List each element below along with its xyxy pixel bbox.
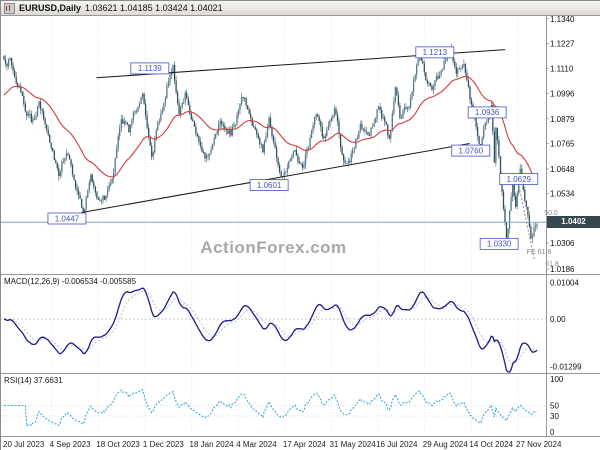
candles-down [3, 47, 532, 243]
fib-annotation: 50.0 [544, 210, 558, 217]
date-label: 18 Oct 2023 [96, 440, 140, 449]
moving-average-line [3, 75, 538, 182]
price-axis-tick: 1.1110 [550, 65, 574, 74]
swing-price-label: 1.0447 [47, 212, 87, 225]
price-axis-tick: 1.0996 [550, 89, 575, 98]
date-label: 27 Nov 2024 [516, 440, 562, 449]
swing-price-label: 1.0601 [249, 179, 289, 191]
trendline[interactable] [517, 182, 536, 261]
date-label: 17 Apr 2024 [283, 440, 327, 449]
svg-text:1.0629: 1.0629 [507, 175, 532, 184]
candles-up [7, 47, 538, 243]
price-panel [1, 43, 546, 261]
date-label: 14 Oct 2024 [469, 440, 513, 449]
symbol-timeframe: EURUSD,Daily [19, 3, 82, 13]
macd-indicator-label: MACD(12,26,9) -0.006534 -0.005585 [4, 277, 137, 286]
price-axis: 1.1340 1.1227 1.1110 1.0996 1.0879 1.0765 1.06… [546, 15, 575, 274]
svg-text:1.0601: 1.0601 [257, 181, 282, 190]
date-label: 16 Jul 2024 [376, 440, 418, 449]
swing-price-label: 1.0330 [479, 237, 519, 250]
svg-text:1.1213: 1.1213 [423, 48, 448, 57]
date-label: 31 May 2024 [329, 440, 376, 449]
date-label: 20 Jul 2023 [3, 440, 45, 449]
price-axis-tick: 1.1340 [550, 15, 575, 24]
swing-price-label: 1.0936 [467, 106, 507, 119]
macd-panel: 0.01004 0.00 -0.01299 [1, 278, 582, 373]
rsi-axis-tick: 30 [550, 412, 559, 421]
date-label: 1 Dec 2023 [143, 440, 184, 449]
svg-text:1.0330: 1.0330 [487, 240, 512, 249]
gridlines [4, 16, 519, 436]
price-axis-tick: 1.0879 [550, 115, 575, 124]
chart-icon [4, 2, 15, 14]
svg-text:1.0447: 1.0447 [55, 214, 80, 223]
date-label: 4 Mar 2024 [236, 440, 277, 449]
trendline[interactable] [81, 143, 470, 213]
price-axis-tick: 1.0186 [550, 265, 575, 274]
swing-price-label: 1.0629 [499, 173, 539, 185]
svg-text:1.0936: 1.0936 [475, 108, 500, 117]
price-axis-tick: 1.0765 [550, 140, 575, 149]
ohlc-values: 1.03621 1.04185 1.03424 1.04021 [85, 3, 223, 13]
fib-annotation: FE 61.8 [527, 249, 552, 256]
date-axis: 20 Jul 2023 4 Sep 2023 18 Oct 2023 1 Dec 20… [3, 440, 562, 449]
svg-text:1.1139: 1.1139 [138, 64, 162, 73]
macd-signal-line [3, 290, 537, 364]
fib-annotation: 61.8 [545, 261, 559, 268]
price-axis-tick: 1.1227 [550, 39, 575, 48]
date-label: 29 Aug 2024 [423, 440, 468, 449]
rsi-axis-tick: 50 [550, 402, 559, 411]
date-label: 4 Sep 2023 [50, 440, 91, 449]
rsi-line [4, 388, 538, 428]
swing-price-label: 1.1213 [415, 46, 455, 59]
rsi-axis-tick: 100 [550, 375, 564, 384]
watermark: ActionForex.com [200, 238, 347, 257]
date-label: 18 Jan 2024 [190, 440, 235, 449]
macd-axis-tick: 0.01004 [550, 278, 579, 287]
price-axis-tick: 1.0534 [550, 190, 575, 199]
current-price-tag: 1.0402 [547, 216, 600, 229]
svg-text:1.0760: 1.0760 [459, 146, 484, 155]
macd-axis-tick: -0.01299 [550, 362, 582, 371]
swing-labels: 1.1139 1.1213 1.0936 1.0760 1.0629 1.0601 1.04… [47, 46, 559, 268]
price-axis-tick: 1.0306 [550, 239, 575, 248]
rsi-axis-tick: 0 [550, 428, 555, 437]
price-axis-tick: 1.0648 [550, 165, 575, 174]
titlebar: EURUSD,Daily 1.03621 1.04185 1.03424 1.0… [1, 1, 600, 16]
rsi-indicator-label: RSI(14) 37.6631 [4, 376, 63, 385]
macd-main-line [3, 287, 538, 373]
swing-price-label: 1.0760 [451, 144, 491, 157]
macd-axis-tick: 0.00 [550, 315, 566, 324]
swing-price-label: 1.1139 [130, 62, 170, 75]
